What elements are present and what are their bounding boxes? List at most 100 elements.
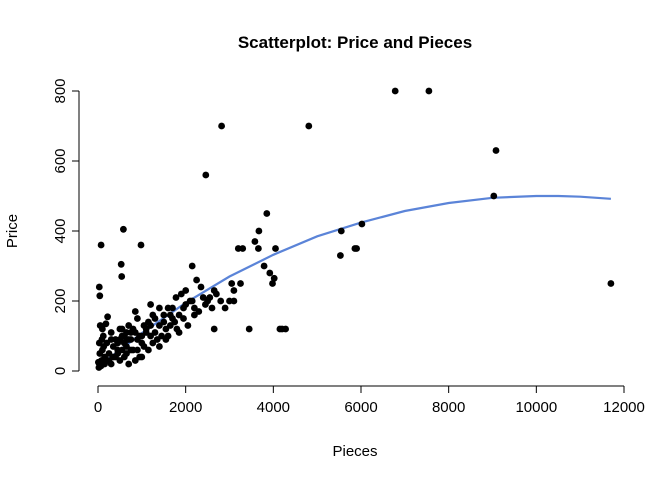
data-point	[490, 192, 498, 200]
data-point	[97, 362, 105, 370]
data-point	[337, 252, 344, 259]
data-point	[255, 227, 263, 235]
data-point	[184, 322, 192, 329]
data-point	[123, 336, 130, 343]
data-point	[269, 280, 276, 287]
data-point	[272, 245, 279, 252]
data-point	[140, 322, 148, 329]
data-point	[116, 336, 124, 343]
data-point	[607, 280, 615, 287]
data-point	[193, 276, 201, 284]
data-point	[180, 315, 187, 322]
data-point	[270, 274, 278, 282]
y-tick-label: 0	[52, 367, 69, 375]
data-point	[172, 294, 180, 301]
data-point	[120, 225, 127, 233]
data-point	[182, 301, 190, 308]
data-point	[228, 280, 236, 287]
data-point	[118, 325, 126, 333]
data-point	[191, 311, 198, 319]
data-point	[99, 325, 106, 333]
data-point	[245, 325, 253, 333]
data-point	[107, 329, 115, 336]
data-point	[96, 292, 104, 300]
y-axis-label: Price	[4, 214, 21, 248]
data-point	[188, 262, 196, 270]
data-point	[125, 322, 133, 329]
data-point	[147, 332, 155, 340]
x-tick-label: 0	[94, 399, 102, 416]
data-point	[160, 311, 168, 319]
y-tick-label: 800	[52, 78, 69, 103]
x-tick-label: 8000	[432, 399, 465, 416]
data-point	[95, 339, 103, 347]
data-point	[137, 241, 145, 249]
data-point	[218, 122, 226, 130]
data-point	[208, 304, 216, 312]
axes: 0 2000 4000 6000 8000 10000 12000 0 200 400 600 800	[52, 78, 645, 416]
x-tick-label: 4000	[257, 399, 290, 416]
data-point	[97, 241, 105, 249]
data-point	[210, 325, 218, 333]
data-point	[118, 273, 126, 280]
data-point	[156, 322, 163, 329]
data-point	[175, 329, 183, 336]
data-point	[134, 346, 141, 354]
point-layer	[95, 87, 615, 371]
data-point	[230, 287, 238, 294]
data-point	[425, 87, 433, 95]
data-point	[107, 336, 115, 343]
data-point	[276, 325, 284, 333]
data-point	[103, 357, 111, 364]
data-point	[138, 339, 146, 347]
data-point	[177, 290, 185, 298]
data-point	[217, 297, 225, 305]
x-tick-label: 10000	[515, 399, 557, 416]
data-point	[138, 353, 146, 361]
y-tick-label: 400	[52, 218, 69, 243]
data-point	[188, 297, 196, 305]
x-tick-label: 6000	[344, 399, 377, 416]
y-tick-label: 200	[52, 288, 69, 313]
x-tick-label: 12000	[603, 399, 645, 416]
data-point	[305, 122, 313, 130]
data-point	[131, 357, 139, 364]
data-point	[358, 220, 366, 228]
data-point	[149, 311, 157, 319]
data-point	[117, 260, 125, 268]
data-point	[260, 262, 268, 270]
data-point	[125, 360, 133, 368]
data-point	[162, 336, 170, 343]
data-point	[266, 269, 274, 277]
data-point	[391, 87, 399, 95]
data-point	[492, 147, 500, 154]
data-point	[353, 245, 360, 252]
data-point	[197, 283, 205, 291]
x-axis-label: Pieces	[332, 443, 377, 460]
data-point	[202, 171, 210, 179]
data-point	[164, 304, 172, 312]
fit-layer	[97, 194, 611, 368]
data-point	[226, 297, 233, 305]
data-point	[263, 210, 271, 217]
data-point	[134, 315, 141, 322]
x-tick-label: 2000	[169, 399, 202, 416]
data-point	[202, 301, 209, 308]
data-point	[156, 304, 163, 312]
data-point	[131, 308, 139, 315]
data-point	[255, 245, 262, 252]
y-tick-label: 600	[52, 148, 69, 173]
data-point	[102, 320, 110, 328]
data-point	[239, 245, 247, 252]
data-point	[282, 325, 289, 333]
data-point	[147, 301, 155, 308]
data-point	[127, 329, 135, 336]
data-point	[237, 280, 244, 287]
data-point	[337, 227, 345, 235]
chart-title: Scatterplot: Price and Pieces	[238, 33, 472, 52]
data-point	[96, 350, 104, 357]
data-point	[206, 294, 214, 301]
data-point	[120, 353, 128, 361]
data-point	[221, 304, 229, 312]
